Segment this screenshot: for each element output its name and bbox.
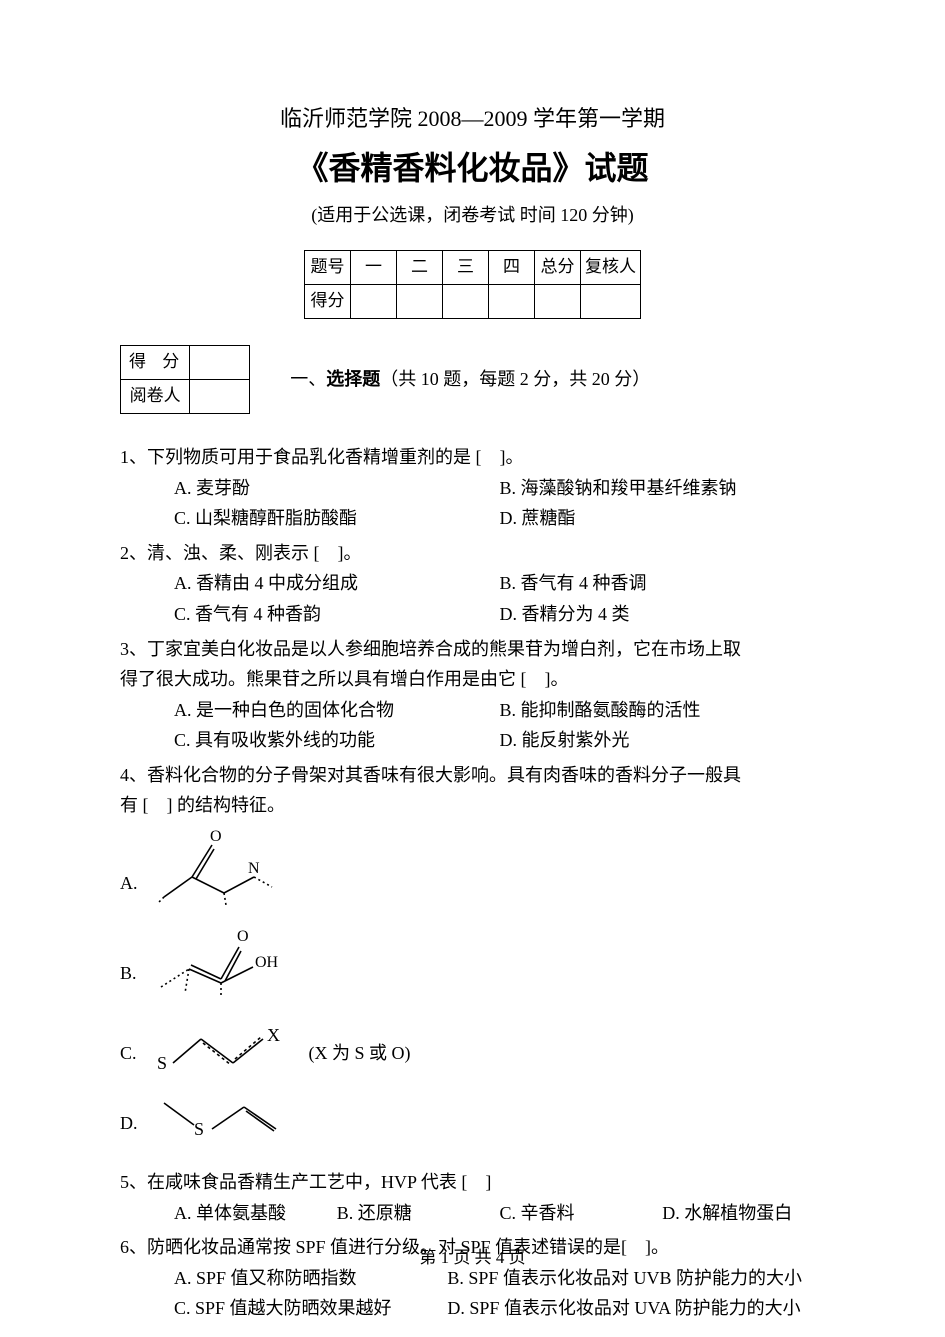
- question-4: 4、香料化合物的分子骨架对其香味有很大影响。具有肉香味的香料分子一般具 有 [ …: [120, 760, 825, 1157]
- table-row: 阅卷人: [121, 380, 250, 414]
- q4-opt-b-label: B.: [120, 958, 137, 997]
- box-blank: [190, 380, 250, 414]
- grader-box: 得 分 阅卷人: [120, 345, 250, 414]
- question-1: 1、下列物质可用于食品乳化香精增重剂的是 [ ]。 A. 麦芽酚 B. 海藻酸钠…: [120, 442, 825, 534]
- q4-opt-b-wrap: B. O OH: [120, 917, 444, 997]
- th-col: 三: [443, 251, 489, 285]
- chem-s-label: S: [157, 1053, 167, 1073]
- chem-o-label: O: [210, 828, 222, 845]
- header-line1: 临沂师范学院 2008—2009 学年第一学期: [120, 100, 825, 137]
- score-table: 题号 一 二 三 四 总分 复核人 得分: [304, 250, 641, 319]
- chem-structure-b-icon: O OH: [143, 917, 303, 997]
- td-blank: [351, 285, 397, 319]
- section-prefix: 一、: [290, 369, 326, 389]
- q2-opt-c: C. 香气有 4 种香韵: [174, 599, 500, 630]
- section-1-title: 一、选择题（共 10 题，每题 2 分，共 20 分）: [290, 364, 650, 395]
- header-note: (适用于公选课，闭卷考试 时间 120 分钟): [120, 200, 825, 231]
- q1-opt-b: B. 海藻酸钠和羧甲基纤维素钠: [500, 473, 826, 504]
- q6-opt-d: D. SPF 值表示化妆品对 UVA 防护能力的大小: [447, 1293, 825, 1324]
- td-blank: [535, 285, 581, 319]
- q4-opt-d-label: D.: [120, 1108, 138, 1147]
- q5-opt-d: D. 水解植物蛋白: [662, 1198, 825, 1229]
- q3-opt-b: B. 能抑制酪氨酸酶的活性: [500, 695, 826, 726]
- chem-structure-d-icon: S: [144, 1087, 304, 1147]
- chem-oh-label: OH: [255, 954, 279, 971]
- q5-opt-b: B. 还原糖: [337, 1198, 500, 1229]
- th-col: 二: [397, 251, 443, 285]
- exam-header: 临沂师范学院 2008—2009 学年第一学期 《香精香料化妆品》试题 (适用于…: [120, 100, 825, 230]
- chem-x-label: X: [267, 1025, 280, 1045]
- td-blank: [581, 285, 641, 319]
- chem-s-label: S: [194, 1119, 204, 1139]
- q1-stem: 1、下列物质可用于食品乳化香精增重剂的是 [ ]。: [120, 442, 825, 473]
- box-blank: [190, 346, 250, 380]
- q3-stem-1: 3、丁家宜美白化妆品是以人参细胞培养合成的熊果苷为增白剂，它在市场上取: [120, 634, 825, 665]
- th-col: 四: [489, 251, 535, 285]
- q4-opt-d-wrap: D. S: [120, 1087, 444, 1147]
- q3-opt-c: C. 具有吸收紫外线的功能: [174, 725, 500, 756]
- th-reviewer: 复核人: [581, 251, 641, 285]
- th-label: 题号: [305, 251, 351, 285]
- table-row: 题号 一 二 三 四 总分 复核人: [305, 251, 641, 285]
- header-title: 《香精香料化妆品》试题: [120, 141, 825, 195]
- q4-stem-1: 4、香料化合物的分子骨架对其香味有很大影响。具有肉香味的香料分子一般具: [120, 760, 825, 791]
- q2-opt-d: D. 香精分为 4 类: [500, 599, 826, 630]
- td-blank: [489, 285, 535, 319]
- q4-opt-c-note: (X 为 S 或 O): [309, 1038, 411, 1077]
- q4-opt-a-label: A.: [120, 868, 138, 907]
- section-note: （共 10 题，每题 2 分，共 20 分）: [380, 369, 650, 389]
- q3-opt-d: D. 能反射紫外光: [500, 725, 826, 756]
- q1-opt-d: D. 蔗糖酯: [500, 503, 826, 534]
- q5-opt-c: C. 辛香料: [500, 1198, 663, 1229]
- q4-opt-c-wrap: C. S X (X 为 S 或 O): [120, 1017, 444, 1077]
- table-row: 得 分: [121, 346, 250, 380]
- box-score-label: 得 分: [121, 346, 190, 380]
- chem-structure-c-icon: S X: [143, 1017, 303, 1077]
- q3-opt-a: A. 是一种白色的固体化合物: [174, 695, 500, 726]
- chem-n-label: N: [248, 860, 260, 877]
- q5-opt-a: A. 单体氨基酸: [174, 1198, 337, 1229]
- page-footer: 第 1 页 共 4 页: [0, 1244, 945, 1273]
- q5-stem: 5、在咸味食品香精生产工艺中，HVP 代表 [ ]: [120, 1167, 825, 1198]
- question-3: 3、丁家宜美白化妆品是以人参细胞培养合成的熊果苷为增白剂，它在市场上取 得了很大…: [120, 634, 825, 756]
- section-name: 选择题: [326, 369, 380, 389]
- q4-opt-a-wrap: A. O N: [120, 827, 444, 907]
- chem-o-label: O: [237, 928, 249, 945]
- td-blank: [397, 285, 443, 319]
- q4-stem-2: 有 [ ] 的结构特征。: [120, 790, 825, 821]
- chem-structure-a-icon: O N: [144, 827, 294, 907]
- table-row: 得分: [305, 285, 641, 319]
- q2-opt-a: A. 香精由 4 中成分组成: [174, 568, 500, 599]
- question-5: 5、在咸味食品香精生产工艺中，HVP 代表 [ ] A. 单体氨基酸 B. 还原…: [120, 1167, 825, 1228]
- question-2: 2、清、浊、柔、刚表示 [ ]。 A. 香精由 4 中成分组成 B. 香气有 4…: [120, 538, 825, 630]
- td-blank: [443, 285, 489, 319]
- box-grader-label: 阅卷人: [121, 380, 190, 414]
- q2-stem: 2、清、浊、柔、刚表示 [ ]。: [120, 538, 825, 569]
- q6-opt-c: C. SPF 值越大防晒效果越好: [174, 1293, 447, 1324]
- q4-opt-c-label: C.: [120, 1038, 137, 1077]
- td-label: 得分: [305, 285, 351, 319]
- th-total: 总分: [535, 251, 581, 285]
- th-col: 一: [351, 251, 397, 285]
- q1-opt-c: C. 山梨糖醇酐脂肪酸酯: [174, 503, 500, 534]
- section-1-row: 得 分 阅卷人 一、选择题（共 10 题，每题 2 分，共 20 分）: [120, 345, 825, 414]
- q1-opt-a: A. 麦芽酚: [174, 473, 500, 504]
- q2-opt-b: B. 香气有 4 种香调: [500, 568, 826, 599]
- q3-stem-2: 得了很大成功。熊果苷之所以具有增白作用是由它 [ ]。: [120, 664, 825, 695]
